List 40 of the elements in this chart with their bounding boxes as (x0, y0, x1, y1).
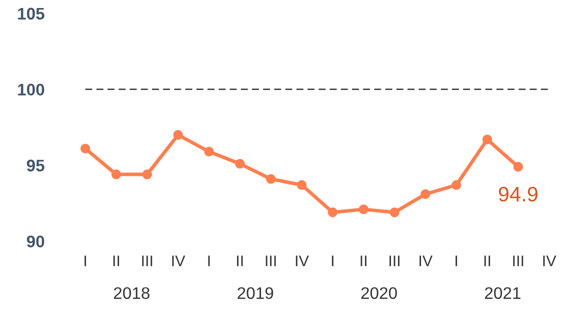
x-tick-label: III (390, 256, 400, 266)
text: 2018 (114, 287, 150, 299)
x-tick-label: I (84, 256, 86, 266)
y-tick-label: 90 (26, 236, 44, 248)
point (358, 204, 368, 214)
point (235, 158, 245, 169)
x-tick-label: I (332, 256, 334, 266)
point (173, 130, 183, 140)
x-tick-label: III (142, 256, 152, 266)
x-tick-label: II (113, 256, 120, 266)
point (142, 170, 152, 180)
point (80, 144, 90, 154)
x-tick-label: IV (172, 256, 186, 266)
point (390, 207, 400, 218)
point (420, 189, 430, 199)
x-tick-label: IV (296, 256, 309, 266)
y-tick-label: 100 (18, 84, 44, 96)
x-tick-label: IV (420, 256, 433, 266)
data-label: 94.9 (498, 186, 538, 202)
point (513, 162, 524, 172)
x-tick-label: II (484, 256, 490, 266)
point (328, 207, 338, 218)
x-tick-label: I (208, 256, 210, 266)
text: 2020 (361, 287, 397, 299)
point (296, 180, 307, 190)
text: 2021 (485, 287, 520, 299)
y-tick-label: 105 (18, 8, 44, 20)
x-tick-label: II (237, 256, 243, 266)
point (111, 170, 122, 180)
x-tick-label: IV (543, 256, 556, 266)
x-tick-label: II (360, 256, 366, 266)
y-tick-label: 95 (26, 160, 44, 172)
point (482, 134, 492, 144)
x-tick-label: III (513, 256, 524, 266)
point (204, 146, 214, 156)
x-tick-label: III (266, 256, 276, 266)
point (266, 174, 276, 184)
text: 2019 (238, 287, 274, 299)
x-tick-label: I (456, 256, 458, 266)
point (451, 180, 462, 190)
